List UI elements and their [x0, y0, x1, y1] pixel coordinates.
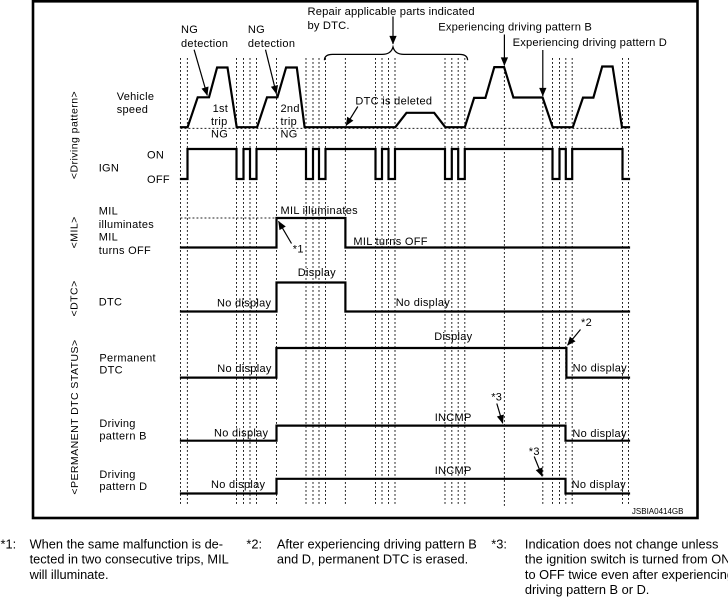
svg-text:the ignition switch is turned: the ignition switch is turned from ON [525, 552, 728, 567]
svg-text:No display: No display [396, 297, 451, 309]
svg-text:*3: *3 [491, 391, 502, 403]
svg-text:NG: NG [248, 24, 265, 36]
svg-text:Display: Display [298, 267, 336, 279]
svg-text:*2:: *2: [246, 536, 262, 551]
svg-text:by DTC.: by DTC. [308, 20, 350, 32]
svg-text:to OFF twice even after experi: to OFF twice even after experiencing [525, 567, 728, 582]
svg-text:DTC is deleted: DTC is deleted [355, 96, 432, 108]
svg-text:Permanent: Permanent [99, 352, 156, 364]
svg-text:NG: NG [281, 129, 298, 141]
svg-text:trip: trip [281, 116, 297, 128]
svg-text:Driving: Driving [99, 418, 135, 430]
svg-text:Vehicle: Vehicle [117, 91, 155, 103]
svg-text:Driving: Driving [99, 469, 135, 481]
svg-text:will illuminate.: will illuminate. [29, 567, 109, 582]
svg-text:detection: detection [248, 38, 295, 50]
svg-text:No display: No display [572, 479, 627, 491]
svg-text:and D, permanent DTC is erased: and D, permanent DTC is erased. [277, 552, 468, 567]
svg-text:trip: trip [211, 116, 227, 128]
svg-text:When the same malfunction is d: When the same malfunction is de- [30, 536, 223, 551]
svg-text:NG: NG [181, 24, 198, 36]
svg-text:Experiencing driving pattern D: Experiencing driving pattern D [513, 37, 667, 49]
svg-text:illuminates: illuminates [99, 219, 154, 231]
svg-text:detection: detection [181, 38, 228, 50]
svg-text:OFF: OFF [147, 174, 170, 186]
svg-text:*3:: *3: [491, 536, 507, 551]
svg-text:driving pattern B or D.: driving pattern B or D. [525, 582, 649, 597]
svg-text:pattern D: pattern D [99, 481, 147, 493]
svg-text:No display: No display [573, 363, 628, 375]
svg-text:Repair applicable parts indica: Repair applicable parts indicated [308, 6, 475, 18]
svg-text:speed: speed [117, 104, 148, 116]
svg-text:No display: No display [211, 479, 266, 491]
svg-text:MIL: MIL [99, 205, 118, 217]
svg-text:Experiencing driving pattern B: Experiencing driving pattern B [438, 22, 592, 34]
svg-text:1st: 1st [213, 103, 229, 115]
svg-text:pattern B: pattern B [99, 431, 146, 443]
svg-text:No display: No display [572, 428, 627, 440]
svg-text:Indication does not change unl: Indication does not change unless [525, 536, 719, 551]
svg-text:MIL turns OFF: MIL turns OFF [353, 236, 427, 248]
svg-text:JSBIA0414GB: JSBIA0414GB [632, 507, 684, 516]
svg-text:ON: ON [147, 150, 164, 162]
svg-text:No display: No display [214, 427, 269, 439]
svg-text:<Driving pattern>: <Driving pattern> [69, 91, 81, 179]
svg-text:No display: No display [217, 298, 272, 310]
svg-text:IGN: IGN [99, 162, 119, 174]
svg-text:MIL: MIL [99, 231, 118, 243]
svg-text:*1: *1 [293, 243, 304, 255]
svg-text:INCMP: INCMP [435, 412, 472, 424]
svg-text:turns OFF: turns OFF [99, 245, 151, 257]
svg-text:DTC: DTC [99, 296, 123, 308]
svg-text:NG: NG [211, 129, 228, 141]
svg-text:tected in two consecutive trip: tected in two consecutive trips, MIL [30, 552, 229, 567]
svg-text:<PERMANENT DTC STATUS>: <PERMANENT DTC STATUS> [69, 339, 81, 494]
svg-text:<DTC>: <DTC> [69, 280, 81, 316]
svg-text:*1:: *1: [1, 536, 17, 551]
svg-text:*2: *2 [581, 317, 592, 329]
svg-text:No display: No display [217, 363, 272, 375]
svg-text:Display: Display [434, 331, 472, 343]
svg-text:INCMP: INCMP [435, 465, 472, 477]
svg-text:After experiencing driving pat: After experiencing driving pattern B [277, 536, 477, 551]
svg-text:MIL illuminates: MIL illuminates [281, 205, 359, 217]
svg-text:DTC: DTC [99, 364, 123, 376]
svg-text:<MIL>: <MIL> [69, 216, 81, 248]
svg-text:2nd: 2nd [281, 103, 300, 115]
svg-text:*3: *3 [529, 446, 540, 458]
